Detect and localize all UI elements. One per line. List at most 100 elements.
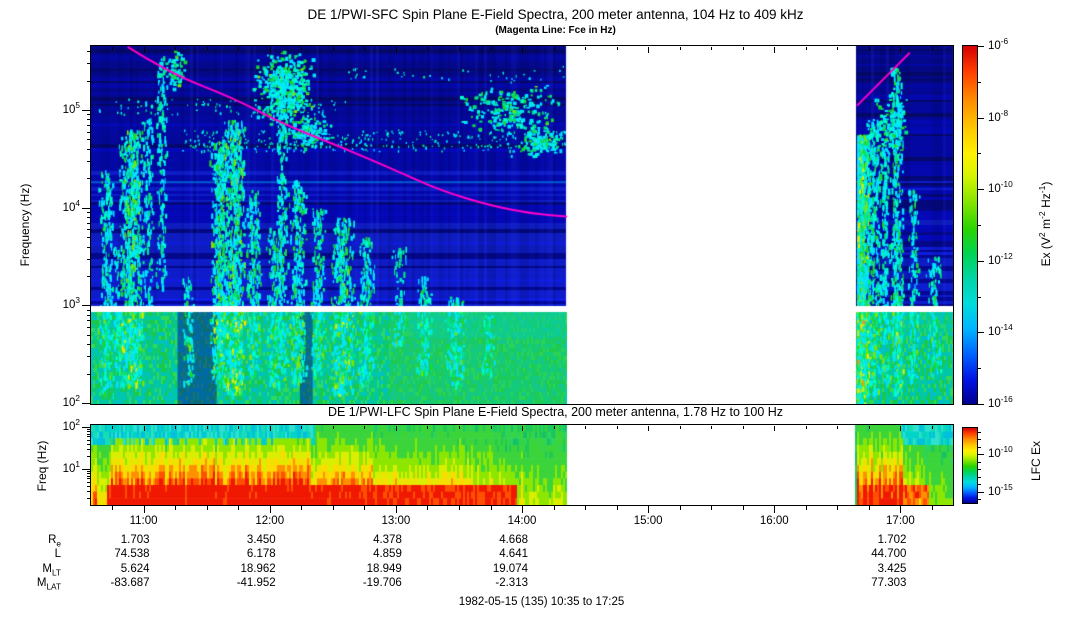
- sfc-y-tick-label: 104: [62, 198, 80, 214]
- sfc-subtitle: (Magenta Line: Fce in Hz): [495, 25, 616, 36]
- x-tick-bottom: [711, 506, 713, 510]
- sfc-y-tick-minor: [87, 237, 91, 238]
- lfc-y-tick-minor: [87, 481, 91, 483]
- lfc-cb-tick-minor: [977, 469, 981, 471]
- ephemeris-value: 18.949: [366, 562, 402, 575]
- x-tick-bottom: [238, 506, 240, 510]
- sfc-cb-tick-minor: [977, 81, 981, 83]
- x-tick-lfc-top: [112, 426, 113, 429]
- lfc-cb-tick-minor: [977, 461, 981, 463]
- x-tick-lfc-top: [458, 426, 460, 429]
- sfc-y-axis-label: Frequency (Hz): [18, 183, 32, 267]
- x-tick-sfc-top: [585, 47, 587, 50]
- x-tick-sfc-top: [395, 47, 397, 53]
- ephemeris-value: -19.706: [362, 577, 402, 590]
- x-tick-lfc-top: [553, 426, 555, 429]
- sfc-cb-tick-label: 10-8: [988, 108, 1009, 124]
- x-tick-lfc-top: [238, 426, 240, 429]
- sfc-cb-tick-major: [977, 260, 984, 262]
- x-tick-sfc-top: [837, 47, 839, 50]
- x-tick-bottom: [332, 506, 334, 510]
- x-tick-bottom: [648, 506, 650, 513]
- x-tick-sfc-top: [774, 47, 776, 53]
- x-tick-sfc-top: [679, 47, 681, 50]
- x-tick-sfc-top: [269, 47, 271, 53]
- ephemeris-row-label: Re: [48, 533, 61, 548]
- x-tick-bottom: [143, 506, 145, 513]
- x-tick-sfc-top: [868, 47, 870, 50]
- sfc-y-tick-minor: [87, 119, 91, 121]
- x-tick-lfc-top: [648, 426, 650, 431]
- sfc-y-tick-major: [82, 305, 91, 307]
- sfc-y-tick-label: 102: [62, 394, 80, 409]
- sfc-cb-tick-major: [977, 404, 984, 405]
- ephemeris-value: -2.313: [495, 577, 528, 590]
- sfc-y-tick-major: [82, 403, 91, 404]
- sfc-cb-tick-label: 10-10: [988, 180, 1013, 196]
- lfc-y-tick-minor: [87, 449, 91, 450]
- x-tick-lfc-top: [679, 426, 681, 429]
- lfc-cb-tick-minor: [977, 484, 981, 486]
- x-tick-lfc-top: [805, 426, 807, 429]
- lfc-y-tick-minor: [87, 470, 91, 472]
- sfc-y-tick-minor: [87, 161, 91, 162]
- sfc-y-tick-minor: [87, 314, 91, 316]
- x-tick-sfc-top: [206, 47, 208, 50]
- sfc-y-tick-label: 105: [62, 100, 80, 116]
- x-tick-sfc-top: [332, 47, 334, 50]
- lfc-y-tick-minor: [87, 478, 91, 480]
- x-tick-sfc-top: [616, 47, 618, 50]
- x-tick-sfc-top: [900, 47, 902, 53]
- ephemeris-value: 18.962: [240, 562, 276, 575]
- x-tick-label: 15:00: [633, 515, 663, 527]
- sfc-y-tick-major: [82, 207, 91, 209]
- sfc-cb-tick-major: [977, 332, 984, 334]
- x-tick-sfc-top: [143, 47, 145, 53]
- x-tick-bottom: [269, 506, 271, 513]
- x-tick-lfc-top: [774, 426, 776, 431]
- x-tick-lfc-top: [742, 426, 744, 429]
- x-tick-label: 12:00: [255, 515, 285, 527]
- sfc-y-tick-minor: [87, 320, 91, 322]
- ephemeris-value: -41.952: [236, 577, 276, 590]
- x-tick-lfc-top: [269, 426, 271, 431]
- lfc-colorbar-label: LFC Ex: [1029, 441, 1043, 482]
- x-tick-sfc-top: [364, 47, 366, 50]
- date-range-caption: 1982-05-15 (135) 10:35 to 17:25: [458, 596, 625, 608]
- sfc-cb-tick-minor: [977, 153, 981, 155]
- sfc-y-tick-minor: [87, 125, 91, 126]
- x-tick-bottom: [301, 506, 303, 510]
- x-tick-sfc-top: [648, 47, 650, 53]
- sfc-y-tick-minor: [87, 246, 91, 248]
- lfc-y-tick-major: [82, 427, 91, 428]
- x-tick-lfc-top: [711, 426, 713, 429]
- ephemeris-value: 19.074: [492, 562, 528, 575]
- x-tick-sfc-top: [427, 47, 429, 50]
- lfc-y-tick-label: 102: [62, 418, 80, 433]
- x-tick-lfc-top: [364, 426, 366, 429]
- lfc-title: DE 1/PWI-LFC Spin Plane E-Field Spectra,…: [327, 405, 784, 419]
- sfc-y-tick-minor: [87, 51, 91, 53]
- lfc-cb-tick-minor: [977, 476, 981, 478]
- lfc-y-tick-minor: [87, 443, 91, 445]
- x-tick-lfc-top: [206, 426, 208, 429]
- x-tick-bottom: [395, 506, 397, 513]
- sfc-cb-tick-minor: [977, 296, 981, 298]
- x-tick-bottom: [458, 506, 460, 510]
- lfc-cb-tick-label: 10-15: [988, 482, 1013, 498]
- lfc-y-tick-minor: [87, 475, 91, 477]
- x-tick-bottom: [553, 506, 555, 510]
- x-tick-bottom: [868, 506, 870, 510]
- sfc-y-tick-minor: [87, 148, 91, 150]
- x-tick-sfc-top: [742, 47, 744, 50]
- ephemeris-value: 3.425: [877, 562, 907, 575]
- lfc-cb-tick-label: 10-10: [988, 445, 1013, 461]
- x-tick-bottom: [932, 506, 933, 510]
- ephemeris-value: 74.538: [114, 548, 150, 561]
- sfc-cb-tick-major: [977, 189, 984, 191]
- sfc-y-tick-minor: [87, 178, 91, 180]
- sfc-y-tick-major: [82, 109, 91, 111]
- lfc-y-tick-minor: [87, 498, 91, 500]
- lfc-cb-tick-minor: [977, 499, 981, 501]
